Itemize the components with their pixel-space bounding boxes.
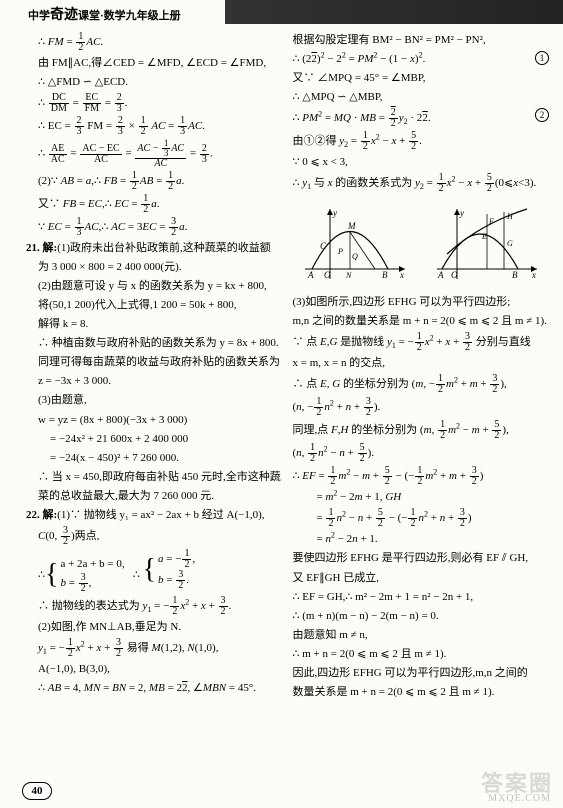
math-line: ∴ PM2 = MQ · MB = 22y2 · 22. 2	[293, 108, 550, 129]
math-line: 同理,点 F,H 的坐标分别为 (m, 12m2 − m + 52),	[293, 420, 550, 441]
left-column: ∴ FM = 12AC. 由 FM∥AC,得∠CED = ∠MFD, ∠ECD …	[26, 30, 283, 703]
svg-text:H: H	[506, 212, 514, 221]
svg-text:A: A	[307, 270, 314, 280]
math-line: (3)由题意,	[26, 392, 283, 409]
right-column: 根据勾股定理有 BM² − BN² = PM² − PN², ∴ (22)2 −…	[293, 30, 550, 703]
math-line: = −24(x − 450)² + 7 260 000.	[26, 450, 283, 467]
svg-text:O: O	[451, 270, 458, 280]
math-line: x = m, x = n 的交点,	[293, 355, 550, 372]
math-line: 又∵ FB = EC,∴ EC = 12a.	[26, 194, 283, 215]
math-line: ∴ FM = 12AC.	[26, 32, 283, 53]
watermark-url: MXQE.COM	[488, 793, 551, 804]
page-number: 40	[22, 782, 52, 800]
math-line: = m2 − 2m + 1, GH	[293, 489, 550, 506]
math-line: ∴ AEAC = AC − ECAC = AC − 13ACAC = 23.	[26, 139, 283, 169]
svg-text:Q: Q	[352, 252, 358, 261]
math-line: z = −3x + 3 000.	[26, 373, 283, 390]
math-line: 数量关系是 m + n = 2(0 ⩽ m ⩽ 2 且 m ≠ 1).	[293, 684, 550, 701]
math-line: ∴ DCDM = ECFM = 23.	[26, 93, 283, 114]
math-line: ∴ 种植亩数与政府补贴的函数关系为 y = 8x + 800.	[26, 335, 283, 352]
svg-text:E: E	[481, 232, 487, 241]
math-line: 由题意知 m ≠ n,	[293, 627, 550, 644]
math-line: 菜的总收益最大,最大为 7 260 000 元.	[26, 488, 283, 505]
svg-text:y: y	[332, 208, 337, 218]
svg-text:C: C	[320, 241, 327, 251]
svg-text:x: x	[399, 270, 404, 280]
math-line: = −24x² + 21 600x + 2 400 000	[26, 431, 283, 448]
math-line: ∴ △FMD ∽ △ECD.	[26, 74, 283, 91]
math-line: 同理可得每亩蔬菜的收益与政府补贴的函数关系为	[26, 354, 283, 371]
math-line: (n, 12n2 − n + 52).	[293, 443, 550, 464]
math-line: A(−1,0), B(3,0),	[26, 661, 283, 678]
math-line: 又∵ ∠MPQ = 45° = ∠MBP,	[293, 70, 550, 87]
math-line: ∴ { a + 2a + b = 0, b = 32, ∴ { a = −12,…	[26, 549, 283, 594]
math-line: ∴ AB = 4, MN = BN = 2, MB = 22, ∠MBN = 4…	[26, 680, 283, 697]
math-line: ∴ 点 E, G 的坐标分别为 (m, −12m2 + m + 32),	[293, 374, 550, 395]
svg-text:O: O	[324, 270, 331, 280]
math-line: ∴ EF = GH,∴ m² − 2m + 1 = n² − 2n + 1,	[293, 589, 550, 606]
math-line: = n2 − 2n + 1.	[293, 531, 550, 548]
math-line: 根据勾股定理有 BM² − BN² = PM² − PN²,	[293, 32, 550, 49]
math-line: ∴ EC = 23 FM = 23 × 12 AC = 13AC.	[26, 116, 283, 137]
math-line: ∵ 点 E,G 是抛物线 y1 = −12x2 + x + 32 分别与直线	[293, 332, 550, 353]
svg-text:B: B	[512, 270, 518, 280]
math-line: (3)如图所示,四边形 EFHG 可以为平行四边形;	[293, 294, 550, 311]
problem-21: 21. 解:(1)政府未出台补贴政策前,这种蔬菜的收益额	[26, 240, 283, 257]
content-area: ∴ FM = 12AC. 由 FM∥AC,得∠CED = ∠MFD, ∠ECD …	[0, 24, 563, 703]
page-header: 中学奇迹课堂·数学九年级上册	[0, 0, 563, 24]
math-line: (2)如图,作 MN⊥AB,垂足为 N.	[26, 619, 283, 636]
math-line: (n, −12n2 + n + 32).	[293, 397, 550, 418]
math-line: 由①②得 y2 = 12x2 − x + 52.	[293, 131, 550, 152]
parabola-graph-1: y M C P Q N A O B x	[300, 204, 410, 284]
math-line: = 12n2 − n + 52 − (−12n2 + n + 32)	[293, 508, 550, 529]
svg-text:x: x	[531, 270, 536, 280]
math-line: ∴ m + n = 2(0 ⩽ m ⩽ 2 且 m ≠ 1).	[293, 646, 550, 663]
math-line: (2)由题意可设 y 与 x 的函数关系为 y = kx + 800,	[26, 278, 283, 295]
problem-22: 22. 解:(1)∵ 抛物线 y₁ = ax² − 2ax + b 经过 A(−…	[26, 507, 283, 524]
math-line: C(0, 32)两点,	[26, 526, 283, 547]
math-line: 由 FM∥AC,得∠CED = ∠MFD, ∠ECD = ∠FMD,	[26, 55, 283, 72]
math-line: ∴ 当 x = 450,即政府每亩补贴 450 元时,全市这种蔬	[26, 469, 283, 486]
math-line: ∵ EC = 13AC,∴ AC = 3EC = 32a.	[26, 217, 283, 238]
math-line: 因此,四边形 EFHG 可以为平行四边形,m,n 之间的	[293, 665, 550, 682]
math-line: ∴ y1 与 x 的函数关系式为 y2 = 12x2 − x + 52(0⩽x<…	[293, 173, 550, 194]
math-line: ∴ △MPQ ∽ △MBP,	[293, 89, 550, 106]
svg-text:F: F	[488, 217, 494, 226]
math-line: y1 = −12x2 + x + 32 易得 M(1,2), N(1,0),	[26, 638, 283, 659]
math-line: m,n 之间的数量关系是 m + n = 2(0 ⩽ m ⩽ 2 且 m ≠ 1…	[293, 313, 550, 330]
math-line: w = yz = (8x + 800)(−3x + 3 000)	[26, 412, 283, 429]
svg-text:B: B	[382, 270, 388, 280]
math-line: 将(50,1 200)代入上式得,1 200 = 50k + 800,	[26, 297, 283, 314]
svg-text:M: M	[347, 221, 356, 231]
math-line: (2)∵ AB = a,∴ FB = 12AB = 12a.	[26, 171, 283, 192]
svg-text:A: A	[437, 270, 444, 280]
svg-text:N: N	[345, 271, 352, 280]
svg-text:G: G	[507, 239, 513, 248]
parabola-graph-2: y E F H G A O B x	[432, 204, 542, 284]
math-line: 要使四边形 EFHG 是平行四边形,则必有 EF ⫽ GH,	[293, 550, 550, 567]
math-line: ∴ EF = 12m2 − m + 52 − (−12m2 + m + 32)	[293, 466, 550, 487]
svg-text:P: P	[337, 247, 343, 256]
math-line: 解得 k = 8.	[26, 316, 283, 333]
math-line: ∵ 0 ⩽ x < 3,	[293, 154, 550, 171]
graphs: y M C P Q N A O B x y E	[293, 198, 550, 290]
svg-text:y: y	[459, 208, 464, 218]
math-line: ∴ 抛物线的表达式为 y1 = −12x2 + x + 32.	[26, 596, 283, 617]
math-line: ∴ (m + n)(m − n) − 2(m − n) = 0.	[293, 608, 550, 625]
header-title: 中学奇迹课堂·数学九年级上册	[28, 4, 181, 24]
math-line: 为 3 000 × 800 = 2 400 000(元).	[26, 259, 283, 276]
math-line: ∴ (22)2 − 22 = PM2 − (1 − x)2. 1	[293, 51, 550, 68]
math-line: 又 EF∥GH 已成立,	[293, 570, 550, 587]
